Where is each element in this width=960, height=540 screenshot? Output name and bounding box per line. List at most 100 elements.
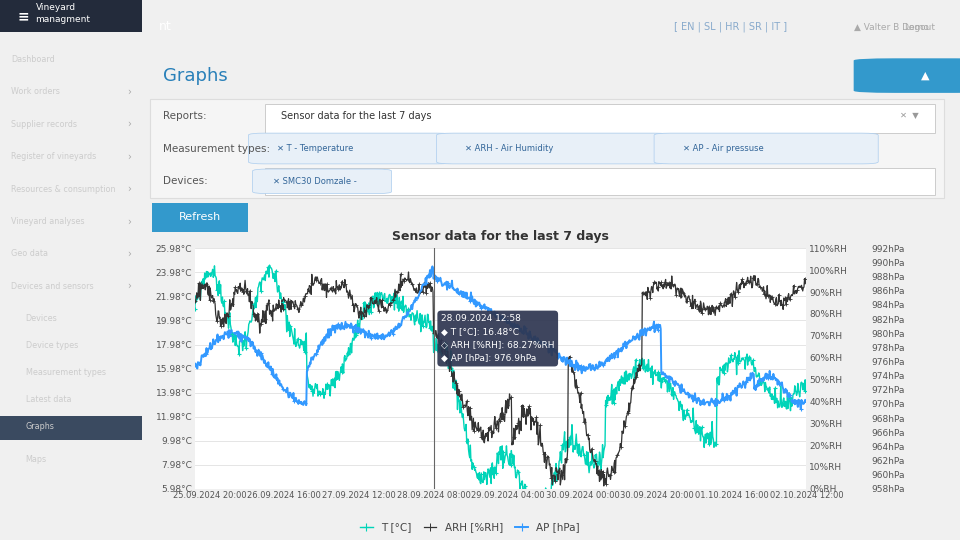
Point [239, 287, 254, 295]
Point [632, 360, 647, 369]
Point [547, 469, 563, 477]
Point [282, 322, 298, 330]
Point [231, 283, 247, 292]
Point [276, 305, 291, 314]
Point [320, 280, 335, 289]
Text: ›: › [127, 249, 131, 259]
Point [264, 370, 279, 379]
Point [716, 368, 732, 377]
Point [499, 401, 515, 409]
Point [235, 287, 251, 296]
Point [386, 329, 401, 338]
Point [268, 267, 283, 275]
Point [562, 352, 577, 361]
Point [419, 279, 434, 288]
Text: ✕ ARH - Air Humidity: ✕ ARH - Air Humidity [466, 144, 554, 153]
Point [330, 320, 346, 328]
Point [606, 468, 621, 477]
Point [231, 329, 247, 338]
Point [441, 356, 456, 364]
Point [304, 279, 320, 288]
Point [191, 279, 206, 288]
Point [683, 301, 698, 310]
Text: ›: › [127, 152, 131, 161]
Point [334, 367, 349, 376]
Point [533, 490, 548, 499]
Point [771, 291, 786, 299]
Point [525, 416, 540, 425]
Point [294, 301, 309, 309]
Point [529, 338, 544, 346]
Point [342, 321, 357, 330]
Point [521, 402, 537, 410]
Point [459, 437, 474, 445]
Point [789, 286, 804, 295]
Point [664, 280, 680, 288]
Point [342, 347, 357, 355]
Point [775, 301, 790, 309]
Point [324, 284, 339, 292]
Text: Vineyard analyses: Vineyard analyses [12, 217, 84, 226]
Point [613, 443, 629, 451]
Point [198, 349, 213, 358]
Point [348, 331, 364, 340]
Point [308, 275, 324, 284]
Point [525, 490, 540, 499]
Point [467, 427, 482, 435]
Point [231, 350, 247, 359]
Point [433, 336, 448, 345]
Point [290, 335, 305, 343]
Text: Resources & consumption: Resources & consumption [12, 185, 116, 193]
Point [415, 288, 430, 296]
Text: ▲ Valter B Demo: ▲ Valter B Demo [853, 23, 928, 31]
Text: [ EN | SL | HR | SR | IT ]: [ EN | SL | HR | SR | IT ] [674, 22, 787, 32]
Point [400, 305, 416, 314]
Point [220, 327, 235, 336]
Point [367, 296, 382, 305]
Point [738, 279, 754, 287]
Text: Vineyard
managment: Vineyard managment [36, 3, 90, 24]
Point [481, 423, 496, 432]
FancyBboxPatch shape [151, 99, 944, 198]
Point [422, 324, 438, 333]
Point [562, 356, 577, 364]
Point [430, 277, 445, 286]
Point [672, 383, 687, 391]
Point [654, 278, 669, 287]
Point [473, 432, 489, 441]
Point [764, 293, 780, 302]
Point [680, 296, 695, 305]
Point [448, 379, 464, 387]
Point [426, 329, 442, 338]
Point [727, 293, 742, 301]
Point [694, 423, 709, 431]
Point [352, 327, 368, 336]
Point [639, 325, 655, 334]
Point [658, 278, 673, 287]
Point [511, 468, 526, 476]
Text: Supplier records: Supplier records [12, 120, 78, 129]
Text: Graphs: Graphs [26, 422, 55, 431]
Point [220, 312, 235, 321]
Point [779, 300, 794, 308]
Point [404, 279, 420, 288]
Point [517, 323, 533, 332]
Text: ›: › [127, 87, 131, 97]
Point [690, 304, 706, 313]
Point [202, 269, 217, 278]
Point [797, 274, 812, 283]
Point [686, 424, 702, 433]
Point [628, 333, 643, 341]
Point [749, 381, 764, 389]
Text: Devices:: Devices: [162, 177, 207, 186]
FancyBboxPatch shape [249, 133, 453, 164]
Point [650, 283, 665, 292]
Point [540, 490, 555, 498]
Point [187, 297, 203, 306]
Point [213, 322, 228, 330]
Point [261, 262, 276, 271]
Point [620, 370, 636, 379]
Text: Devices and sensors: Devices and sensors [12, 282, 94, 291]
Point [540, 452, 555, 461]
Text: ›: › [127, 281, 131, 291]
